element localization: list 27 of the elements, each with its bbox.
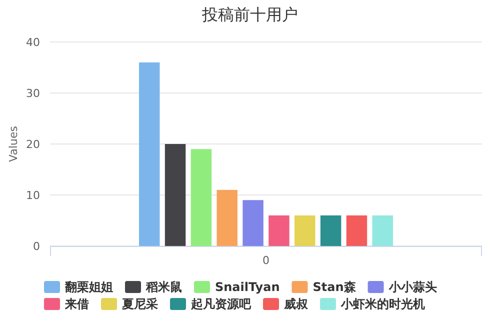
legend-label: 起凡资源吧 — [190, 297, 252, 311]
bar — [294, 215, 316, 246]
y-tick-label: 0 — [33, 240, 40, 253]
bar — [346, 215, 368, 246]
bar — [320, 215, 342, 246]
bar — [216, 190, 238, 246]
y-tick-label: 10 — [26, 189, 40, 202]
legend-label: SnailTyan — [215, 280, 280, 294]
chart-title: 投稿前十用户 — [201, 5, 298, 24]
y-tick-label: 20 — [26, 138, 40, 151]
legend-label: 翻栗姐姐 — [64, 280, 113, 294]
bar — [268, 215, 290, 246]
bar — [190, 149, 212, 246]
legend-label: Stan森 — [312, 280, 357, 294]
y-axis-title: Values — [7, 126, 20, 162]
legend-label: 来借 — [64, 297, 89, 311]
y-tick-label: 40 — [26, 36, 40, 49]
bar — [372, 215, 394, 246]
legend-label: 夏尼采 — [121, 297, 158, 311]
bar — [242, 200, 264, 246]
bar — [164, 144, 186, 246]
bar — [138, 62, 160, 246]
y-tick-label: 30 — [26, 87, 40, 100]
legend-label: 威叔 — [283, 297, 309, 311]
legend-label: 小虾米的时光机 — [340, 297, 425, 311]
legend-label: 小小蒜头 — [388, 280, 437, 294]
legend-label: 稻米鼠 — [145, 280, 182, 294]
